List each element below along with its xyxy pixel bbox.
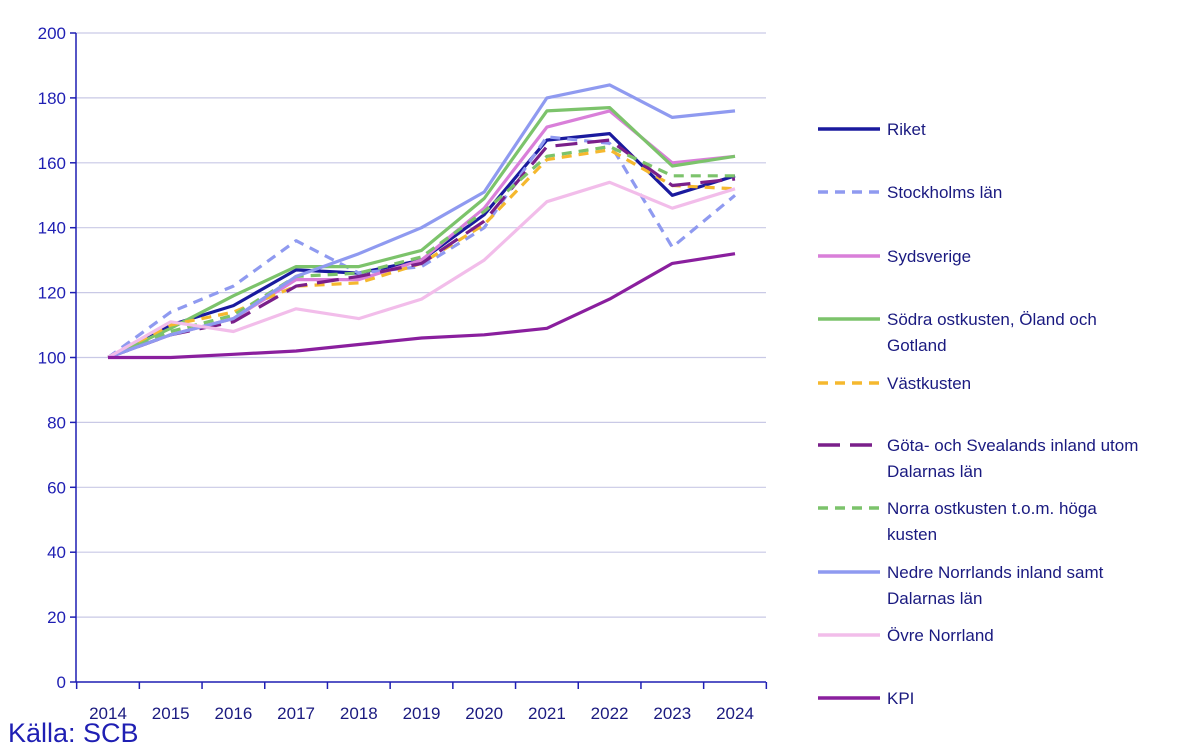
legend-label-4: Södra ostkusten, Öland och: [887, 310, 1097, 329]
y-tick-label: 160: [38, 154, 66, 173]
source-label: Källa: SCB: [8, 718, 139, 748]
x-tick-label: 2024: [716, 704, 754, 723]
legend-label-6: Dalarnas län: [887, 462, 982, 481]
y-tick-label: 100: [38, 349, 66, 368]
legend-label-2: Stockholms län: [887, 183, 1002, 202]
y-tick-label: 80: [47, 413, 66, 432]
y-tick-label: 40: [47, 543, 66, 562]
series-line-4: [107, 105, 736, 359]
series-line-8: [107, 83, 736, 360]
y-tick-label: 200: [38, 24, 66, 43]
x-tick-label: 2022: [591, 704, 629, 723]
series-line-7: [107, 145, 735, 359]
y-tick-label: 180: [38, 89, 66, 108]
series-line-9: [107, 180, 736, 359]
x-tick-label: 2020: [465, 704, 503, 723]
legend-label-1: Riket: [887, 120, 926, 139]
axes: 0 20 40 60 80 100 120 140 160 180 200 2014 2015 2016 2…: [38, 24, 768, 723]
y-tick-label: 140: [38, 219, 66, 238]
series-line-1: [107, 132, 736, 359]
legend-label-7: Norra ostkusten t.o.m. höga: [887, 499, 1097, 518]
legend-label-8: Nedre Norrlands inland samt: [887, 563, 1104, 582]
x-tick-label: 2019: [403, 704, 441, 723]
x-tick-label: 2015: [152, 704, 190, 723]
y-tick-label: 20: [47, 608, 66, 627]
x-tick-label: 2017: [277, 704, 315, 723]
legend-label-3: Sydsverige: [887, 247, 971, 266]
x-tick-label: 2023: [653, 704, 691, 723]
legend-label-5: Västkusten: [887, 374, 971, 393]
series-line-3: [107, 109, 736, 360]
series-lines: [107, 83, 737, 360]
y-tick-label: 60: [47, 478, 66, 497]
x-tick-label: 2014: [89, 704, 127, 723]
x-tick-label: 2016: [214, 704, 252, 723]
y-tick-label: 0: [57, 673, 66, 692]
gridlines: [76, 32, 766, 618]
legend: Riket Stockholms län Sydsverige Södra ostku…: [818, 120, 1138, 708]
legend-label-7: kusten: [887, 525, 937, 544]
legend-label-9: Övre Norrland: [887, 626, 994, 645]
legend-label-8: Dalarnas län: [887, 589, 982, 608]
legend-label-4: Gotland: [887, 336, 947, 355]
y-tick-label: 120: [38, 284, 66, 303]
legend-label-10: KPI: [887, 689, 914, 708]
series-line-2: [107, 135, 737, 359]
series-line-10: [108, 252, 736, 360]
x-tick-label: 2018: [340, 704, 378, 723]
legend-label-6: Göta- och Svealands inland utom: [887, 436, 1138, 455]
x-tick-label: 2021: [528, 704, 566, 723]
